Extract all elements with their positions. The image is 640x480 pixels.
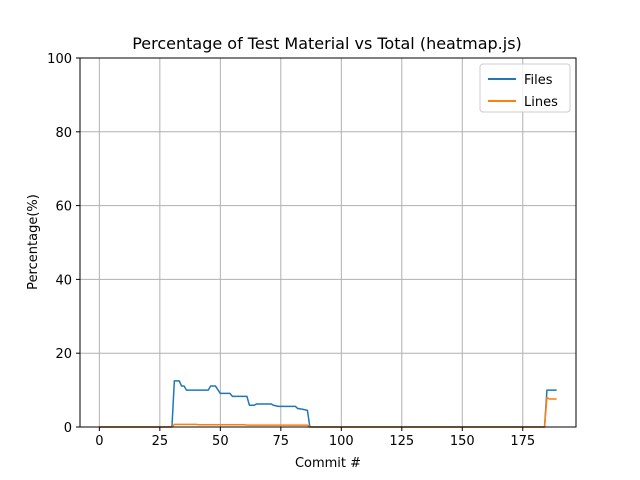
ticks: 0 25 50 75 100 125 150 175 0 20 40 60 80 100 — [47, 52, 535, 449]
x-tick-label: 125 — [389, 434, 414, 449]
x-tick-label: 0 — [95, 434, 103, 449]
x-tick-label: 50 — [212, 434, 229, 449]
grid — [80, 57, 576, 428]
x-tick-label: 150 — [450, 434, 475, 449]
chart-title: Percentage of Test Material vs Total (he… — [132, 34, 522, 53]
y-tick-label: 80 — [55, 126, 72, 141]
y-tick-label: 0 — [64, 421, 72, 436]
series-line-lines — [99, 396, 557, 428]
x-axis-label: Commit # — [295, 456, 361, 471]
x-tick-label: 175 — [510, 434, 535, 449]
legend-label: Lines — [524, 95, 558, 110]
x-tick-label: 75 — [273, 434, 290, 449]
legend-label: Files — [524, 73, 553, 88]
y-tick-label: 60 — [55, 200, 72, 215]
series-line-files — [99, 380, 557, 428]
x-tick-label: 100 — [329, 434, 354, 449]
plot-frame — [79, 57, 577, 428]
y-axis-label: Percentage(%) — [26, 194, 41, 290]
y-tick-label: 100 — [47, 52, 72, 67]
legend: Files Lines — [479, 63, 571, 113]
x-tick-label: 25 — [152, 434, 169, 449]
series-layer — [99, 380, 557, 428]
y-tick-label: 20 — [55, 347, 72, 362]
y-tick-label: 40 — [55, 273, 72, 288]
